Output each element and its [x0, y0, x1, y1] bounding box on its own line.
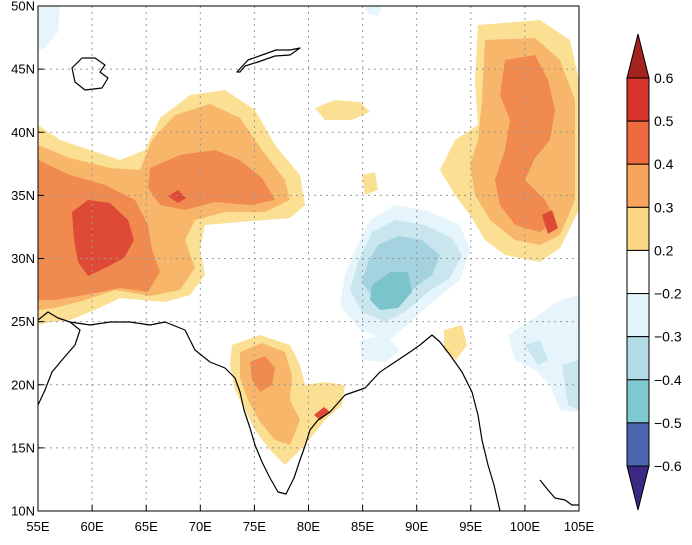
coastline-southeast-peninsula [539, 479, 579, 506]
coastline-caspian-north [71, 57, 109, 91]
colorbar-label: −0.5 [654, 415, 682, 431]
y-tick-label: 15N [11, 440, 35, 455]
colorbar-swatch [626, 379, 650, 424]
anomaly-southeast-neg-0.3 [525, 340, 548, 365]
colorbar-swatch [626, 249, 650, 295]
x-tick-label: 105E [564, 519, 595, 534]
x-tick-label: 65E [135, 519, 158, 534]
colorbar-swatch [626, 422, 650, 467]
anomaly-bay-neg [360, 335, 400, 362]
colorbar: 0.6 0.5 0.4 0.3 0.2 −0.2 −0.3 −0.4 −0.5 −0.6 [626, 33, 682, 511]
x-tick-label: 60E [81, 519, 104, 534]
coastlines [38, 47, 579, 511]
y-tick-label: 40N [11, 125, 35, 140]
anomaly-northeast-0.5 [542, 210, 558, 234]
colorbar-label: −0.6 [654, 458, 682, 474]
y-tick-label: 20N [11, 377, 35, 392]
x-tick-label: 95E [459, 519, 482, 534]
colorbar-arrow-top [626, 33, 650, 79]
y-tick-label: 35N [11, 188, 35, 203]
colorbar-label: 0.4 [654, 156, 674, 172]
coastline-aral [236, 47, 301, 73]
colorbar-swatch [626, 336, 650, 381]
grid-lines [38, 6, 579, 511]
anomaly-patch-40n [315, 100, 370, 120]
coastline-persian-gulf [38, 321, 81, 406]
colorbar-swatch [626, 120, 650, 165]
colorbar-label: −0.4 [654, 372, 682, 388]
y-tick-label: 25N [11, 314, 35, 329]
anomaly-tibet-neg-0.5 [370, 272, 412, 310]
anomaly-patch-35n [362, 172, 378, 195]
colorbar-label: 0.6 [654, 70, 674, 86]
x-tick-label: 55E [26, 519, 49, 534]
colorbar-label: −0.2 [654, 286, 682, 302]
colorbar-arrow-bottom [626, 465, 650, 511]
x-tick-label: 75E [243, 519, 266, 534]
anomaly-north-neg [365, 6, 382, 16]
y-tick-label: 30N [11, 251, 35, 266]
anomaly-northwest-neg [38, 6, 60, 50]
x-tick-label: 80E [297, 519, 320, 534]
anomaly-india-0.4 [250, 356, 275, 392]
anomaly-india-coast-0.5 [314, 407, 330, 420]
colorbar-label: 0.2 [654, 242, 674, 258]
coastline-arabia-india [38, 311, 501, 511]
colorbar-swatch [626, 293, 650, 338]
anomaly-west-asia-0.5 [72, 200, 134, 276]
colorbar-swatch [626, 163, 650, 208]
y-axis-tick-labels: 10N 15N 20N 25N 30N 35N 40N 45N 50N [11, 0, 44, 519]
colorbar-swatch [626, 206, 650, 251]
anomaly-southeast-neg-0.3b [562, 360, 579, 410]
x-tick-label: 70E [189, 519, 212, 534]
x-tick-label: 90E [405, 519, 428, 534]
y-tick-label: 10N [11, 504, 35, 519]
y-tick-label: 50N [11, 0, 35, 14]
x-axis-tick-labels: 55E 60E 65E 70E 75E 80E 85E 90E 95E 100E 105E [26, 505, 595, 534]
anomaly-patch-24n [444, 325, 467, 360]
y-tick-label: 45N [11, 62, 35, 77]
colorbar-swatch [626, 77, 650, 122]
colorbar-label: 0.3 [654, 199, 674, 215]
colorbar-label: 0.5 [654, 113, 674, 129]
anomaly-northeast-0.4 [495, 55, 555, 232]
x-tick-label: 85E [351, 519, 374, 534]
anomaly-tibet-west-0.5 [168, 190, 186, 203]
x-tick-label: 100E [510, 519, 541, 534]
colorbar-label: −0.3 [654, 329, 682, 345]
